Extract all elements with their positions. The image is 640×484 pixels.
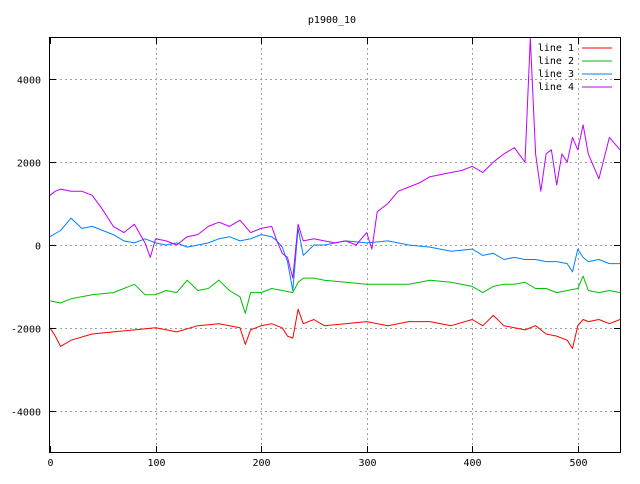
series-line-4 <box>49 37 621 279</box>
plot-frame <box>49 37 621 453</box>
legend-label: line 2 <box>538 56 574 67</box>
legend-label: line 1 <box>538 43 574 54</box>
x-tick-label: 400 <box>463 458 481 469</box>
x-tick-label: 0 <box>47 458 53 469</box>
series-group <box>49 37 621 349</box>
series-line-2 <box>49 275 621 314</box>
y-tick-label: -4000 <box>11 408 41 419</box>
legend: line 1 line 2 line 3 line 4 <box>538 43 612 93</box>
y-tick-label: 2000 <box>17 159 41 170</box>
series-line-1 <box>49 308 621 349</box>
x-tick-label: 300 <box>358 458 376 469</box>
grid-lines <box>50 38 620 452</box>
axis-ticks: 0 100 200 300 400 500 -4000 -2000 0 2000 4000 <box>11 38 620 469</box>
legend-label: line 3 <box>538 69 574 80</box>
y-tick-label: -2000 <box>11 325 41 336</box>
chart-title: p1900_10 <box>308 15 356 26</box>
series-line-3 <box>49 217 620 291</box>
legend-label: line 4 <box>538 82 574 93</box>
y-tick-label: 4000 <box>17 76 41 87</box>
x-tick-label: 500 <box>569 458 587 469</box>
x-tick-label: 200 <box>252 458 270 469</box>
x-tick-label: 100 <box>147 458 165 469</box>
y-tick-label: 0 <box>35 242 41 253</box>
